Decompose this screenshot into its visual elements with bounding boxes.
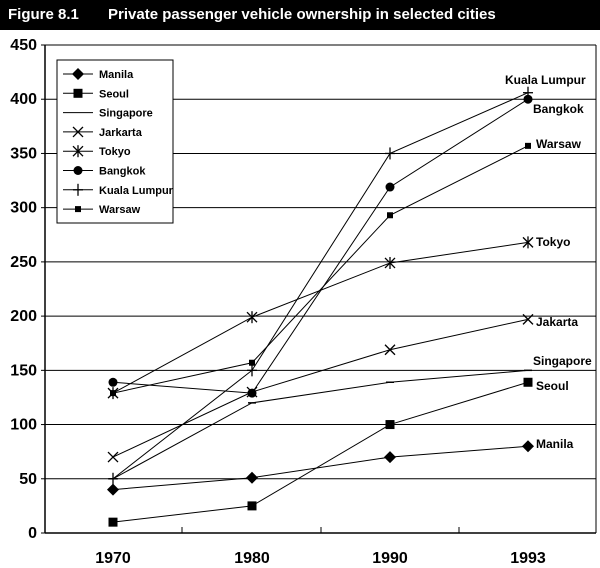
point-tokyo-1993 — [522, 236, 534, 249]
point-kuala-lumpur-1993 — [523, 86, 533, 99]
figure-title: Private passenger vehicle ownership in s… — [108, 6, 496, 23]
x-tick-label-1993: 1993 — [510, 550, 546, 567]
point-bangkok-1970 — [108, 377, 118, 387]
figure-label: Figure 8.1 — [8, 6, 79, 23]
point-warsaw-1970 — [110, 390, 116, 397]
y-tick-label-200: 200 — [10, 308, 37, 325]
series-line-bangkok — [112, 98, 529, 394]
series-line-jarkarta — [112, 318, 529, 458]
legend-label-warsaw: Warsaw — [99, 204, 141, 216]
series-line-seoul — [112, 381, 529, 523]
legend-marker-kuala-lumpur — [73, 183, 83, 196]
point-bangkok-1993 — [523, 94, 533, 104]
point-seoul-1993 — [523, 377, 533, 387]
y-tick-label-300: 300 — [10, 200, 37, 217]
point-bangkok-1980 — [247, 388, 257, 398]
end-label-bangkok: Bangkok — [533, 102, 584, 116]
y-tick-label-250: 250 — [10, 254, 37, 271]
point-warsaw-1980 — [249, 359, 255, 366]
legend-label-seoul: Seoul — [99, 88, 129, 100]
point-warsaw-1990 — [387, 212, 393, 219]
series-line-kuala-lumpur — [112, 92, 529, 480]
point-bangkok-1990 — [385, 182, 395, 192]
legend-label-bangkok: Bangkok — [99, 166, 146, 178]
legend-marker-bangkok — [73, 166, 83, 175]
legend-marker-seoul — [73, 88, 83, 98]
x-tick-label-1990: 1990 — [372, 550, 408, 567]
point-manila-1970 — [107, 483, 119, 496]
legend-marker-tokyo — [72, 145, 84, 158]
legend-marker-manila — [72, 68, 84, 80]
end-label-manila: Manila — [536, 437, 574, 451]
x-tick-label-1970: 1970 — [95, 550, 131, 567]
point-seoul-1990 — [385, 420, 395, 430]
end-label-singapore: Singapore — [533, 354, 592, 368]
point-jarkarta-1990 — [384, 344, 396, 356]
point-tokyo-1990 — [384, 256, 396, 269]
y-tick-label-50: 50 — [19, 471, 37, 488]
end-label-kuala-lumpur: Kuala Lumpur — [505, 73, 586, 87]
legend: Manila Seoul Singapore Jarkarta Tokyo Bangkok… — [56, 59, 174, 224]
y-tick-label-150: 150 — [10, 362, 37, 379]
point-warsaw-1993 — [525, 142, 531, 149]
point-jarkarta-1993 — [522, 313, 534, 325]
point-jarkarta-1970 — [107, 451, 119, 463]
point-kuala-lumpur-1980 — [247, 364, 257, 377]
legend-label-tokyo: Tokyo — [99, 146, 131, 158]
point-manila-1993 — [522, 440, 534, 453]
legend-label-singapore: Singapore — [99, 108, 153, 120]
end-label-tokyo: Tokyo — [536, 235, 570, 249]
point-manila-1980 — [246, 471, 258, 484]
end-label-seoul: Seoul — [536, 379, 569, 393]
end-label-warsaw: Warsaw — [536, 137, 582, 151]
y-tick-label-0: 0 — [28, 525, 37, 542]
point-seoul-1970 — [108, 517, 118, 527]
legend-label-jarkarta: Jarkarta — [99, 127, 143, 139]
point-tokyo-1980 — [246, 311, 258, 324]
point-kuala-lumpur-1990 — [385, 147, 395, 160]
legend-marker-warsaw — [75, 206, 81, 213]
x-tick-label-1980: 1980 — [234, 550, 270, 567]
y-tick-label-400: 400 — [10, 91, 37, 108]
end-label-jarkarta: Jakarta — [536, 315, 578, 329]
point-kuala-lumpur-1970 — [108, 472, 118, 485]
legend-marker-jarkarta — [72, 126, 84, 138]
point-manila-1990 — [384, 451, 396, 464]
point-seoul-1980 — [247, 501, 257, 511]
series-line-warsaw — [112, 145, 529, 394]
legend-box — [56, 59, 174, 224]
series-line-manila — [112, 445, 529, 491]
title-bar: Figure 8.1 Private passenger vehicle own… — [0, 0, 600, 30]
series-line-singapore — [112, 369, 529, 480]
y-tick-label-350: 350 — [10, 145, 37, 162]
y-tick-label-100: 100 — [10, 417, 37, 434]
legend-label-kuala-lumpur: Kuala Lumpur — [99, 185, 174, 197]
legend-label-manila: Manila — [99, 69, 134, 81]
y-tick-label-450: 450 — [10, 37, 37, 54]
